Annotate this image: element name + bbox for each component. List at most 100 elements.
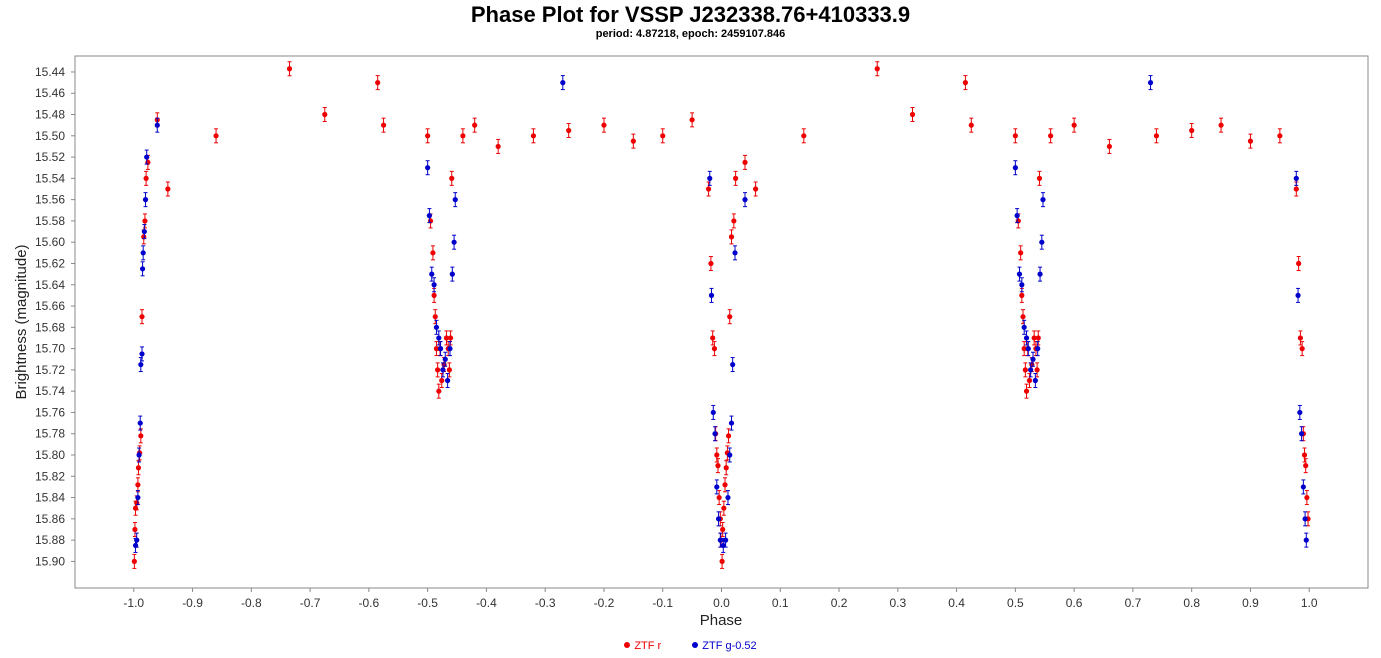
- y-tick-label: 15.78: [35, 427, 65, 441]
- data-point: [436, 388, 442, 394]
- y-tick-label: 15.76: [35, 405, 65, 419]
- x-tick-label: -0.9: [182, 596, 203, 610]
- data-point: [722, 482, 728, 488]
- data-point: [135, 494, 141, 501]
- data-point: [1147, 80, 1154, 86]
- data-point: [1028, 367, 1034, 373]
- phase-plot: 15.44 15.46 15.48 15.50 15.52 15.54 15.56 15.58…: [13, 55, 1369, 629]
- y-tick-label: 15.80: [35, 448, 65, 462]
- data-point: [437, 346, 444, 352]
- y-tick-label: 15.60: [35, 235, 65, 249]
- data-point: [1039, 239, 1045, 245]
- y-tick-label: 15.48: [35, 108, 65, 122]
- data-point: [1016, 271, 1023, 277]
- data-point: [447, 335, 454, 341]
- data-point: [530, 133, 537, 139]
- data-point: [1301, 452, 1308, 458]
- data-point: [431, 282, 437, 288]
- data-point: [1189, 127, 1195, 134]
- data-point: [560, 80, 566, 86]
- y-tick-label: 15.52: [35, 150, 65, 164]
- x-tick-label: -1.0: [123, 596, 144, 610]
- data-point: [752, 186, 759, 192]
- x-tick-label: -0.8: [241, 596, 262, 610]
- x-tick-label: 0.3: [889, 596, 906, 610]
- y-tick-label: 15.90: [35, 554, 65, 568]
- legend-item-ztf-g: ZTF g-0.52: [692, 640, 757, 652]
- y-tick-label: 15.70: [35, 342, 65, 356]
- x-tick-label: -0.4: [476, 596, 497, 610]
- data-point: [1299, 346, 1305, 352]
- data-point: [1014, 213, 1020, 219]
- data-point: [732, 250, 738, 256]
- data-point: [714, 452, 720, 458]
- data-point: [720, 526, 726, 533]
- data-point: [425, 133, 431, 139]
- data-point: [1032, 377, 1038, 384]
- data-point: [801, 133, 807, 139]
- data-point: [874, 66, 880, 72]
- legend-label-ztf-r: ZTF r: [634, 640, 662, 652]
- y-tick-label: 15.58: [35, 214, 65, 228]
- data-point: [433, 324, 440, 330]
- y-tick-label: 15.64: [35, 278, 65, 292]
- data-point: [962, 80, 969, 86]
- y-tick-label: 15.86: [35, 512, 65, 526]
- data-point: [286, 66, 293, 72]
- data-point: [449, 175, 455, 181]
- chart-title: Phase Plot for VSSP J232338.76+410333.9: [470, 2, 911, 27]
- data-point: [705, 186, 712, 192]
- y-tick-label: 15.54: [35, 171, 65, 185]
- data-point: [135, 465, 142, 471]
- data-point: [712, 431, 718, 437]
- x-tick-label: 1.0: [1301, 596, 1318, 610]
- legend-label-ztf-g: ZTF g-0.52: [702, 640, 757, 652]
- x-tick-label: -0.5: [417, 596, 438, 610]
- series-layer: [131, 61, 1311, 569]
- data-point: [1293, 186, 1299, 192]
- x-tick-label: 0.5: [1007, 596, 1024, 610]
- data-point: [495, 143, 501, 150]
- data-point: [1020, 314, 1026, 320]
- data-point: [909, 111, 916, 118]
- y-tick-label: 15.74: [35, 384, 65, 398]
- x-tick-label: -0.7: [300, 596, 321, 610]
- data-point: [1019, 292, 1025, 298]
- data-point: [1106, 143, 1112, 150]
- data-point: [1071, 122, 1077, 128]
- data-point: [449, 271, 455, 277]
- data-point: [711, 346, 718, 352]
- data-point: [710, 409, 716, 416]
- data-point: [725, 494, 731, 501]
- data-point: [660, 133, 666, 139]
- x-axis: -1.0 -0.9 -0.8 -0.7 -0.6 -0.5 -0.4 -0.3 -0.2 -0.1…: [123, 588, 1318, 610]
- data-point: [440, 367, 446, 373]
- data-point: [1034, 367, 1040, 373]
- data-point: [1247, 138, 1254, 144]
- data-point: [1277, 133, 1283, 139]
- data-point: [710, 335, 716, 341]
- data-point: [452, 197, 458, 203]
- data-point: [1012, 165, 1018, 171]
- data-point: [1303, 537, 1309, 543]
- data-point: [731, 218, 737, 224]
- legend: ZTF r ZTF g-0.52: [0, 640, 1381, 652]
- data-point: [725, 433, 732, 439]
- data-point: [723, 537, 729, 543]
- data-point: [630, 138, 636, 144]
- data-point: [137, 420, 143, 426]
- x-tick-label: 0.8: [1183, 596, 1200, 610]
- data-point: [1293, 175, 1299, 181]
- x-tick-label: -0.2: [594, 596, 615, 610]
- data-point: [213, 133, 219, 139]
- data-point: [715, 516, 722, 522]
- data-point: [689, 117, 695, 123]
- x-tick-label: 0.6: [1066, 596, 1083, 610]
- data-point: [136, 452, 142, 458]
- data-point: [1295, 292, 1301, 298]
- y-tick-label: 15.50: [35, 129, 65, 143]
- data-point: [139, 351, 145, 357]
- x-tick-label: 0.4: [948, 596, 965, 610]
- legend-marker-ztf-g: [692, 642, 699, 649]
- data-point: [131, 558, 137, 565]
